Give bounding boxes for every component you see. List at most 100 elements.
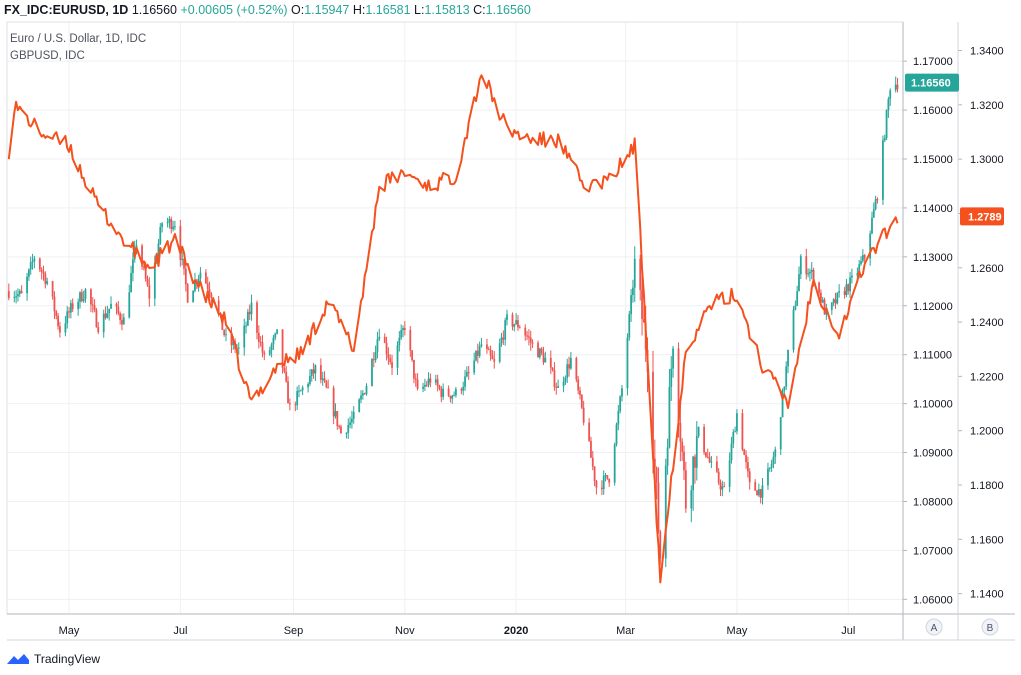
scale-button-a[interactable]: [925, 618, 943, 636]
eurusd-candle-body: [29, 262, 32, 270]
eurusd-candle-body: [705, 452, 707, 457]
eurusd-candle-body: [259, 341, 262, 343]
eurusd-candle-body: [679, 423, 682, 442]
eurusd-candle-body: [170, 219, 173, 230]
eurusd-candle-body: [338, 425, 341, 427]
eurusd-candle-body: [153, 262, 156, 299]
eurusd-candle-body: [232, 341, 235, 346]
time-tick-label: May: [727, 625, 748, 637]
eurusd-candle-body: [17, 293, 19, 297]
eurusd-candle-body: [591, 457, 594, 467]
eurusd-candle-body: [555, 386, 558, 388]
eurusd-candle-body: [287, 381, 289, 404]
left-tick-label: 1.10000: [913, 399, 953, 411]
left-price-axis[interactable]: 1.06000 1.07000 1.08000 1.09000 1.10000 1.110…: [903, 56, 953, 606]
eurusd-candle-body: [168, 219, 171, 223]
eurusd-candle-body: [51, 281, 54, 297]
eurusd-candle-body: [462, 386, 465, 391]
eurusd-candle-body: [183, 258, 185, 269]
eurusd-candle-body: [549, 357, 552, 368]
eurusd-candle-body: [659, 531, 662, 559]
eurusd-candle-body: [825, 309, 828, 315]
footer-brand[interactable]: TradingView: [6, 652, 100, 666]
eurusd-candle-body: [332, 387, 335, 417]
eurusd-candle-body: [467, 372, 470, 374]
last-value-labels: 1.16560 1.2789: [905, 73, 1004, 226]
eurusd-candle-body: [504, 320, 507, 340]
eurusd-candle-body: [810, 269, 813, 272]
time-tick-label: Jul: [841, 625, 855, 637]
eurusd-candle-body: [652, 371, 654, 459]
open-label: O:: [291, 3, 305, 17]
symbol-label[interactable]: FX_IDC:EURUSD, 1D: [4, 3, 129, 17]
eurusd-candle-body: [498, 343, 501, 362]
eurusd-candle-body: [874, 199, 877, 210]
left-tick-label: 1.16000: [913, 105, 953, 117]
eurusd-candle-body: [135, 245, 138, 248]
eurusd-candle-body: [860, 261, 862, 265]
eurusd-candle-body: [642, 319, 645, 323]
time-axis[interactable]: May Jul Sep Nov 2020 Mar May Jul: [7, 22, 1015, 641]
eurusd-candle-body: [365, 386, 368, 395]
eurusd-candle-body: [334, 411, 337, 417]
eurusd-candle-body: [161, 223, 164, 227]
open-value: 1.15947: [304, 3, 350, 17]
eurusd-candle-body: [746, 462, 749, 472]
eurusd-candle-body: [544, 357, 547, 363]
eurusd-candle-body: [849, 277, 851, 292]
close-value: 1.16560: [485, 3, 531, 17]
eurusd-candle-body: [340, 426, 342, 434]
eurusd-candle-body: [677, 348, 680, 424]
eurusd-candle-body: [767, 468, 769, 486]
eurusd-candle-body: [805, 256, 808, 275]
eurusd-candle-body: [184, 268, 187, 285]
eurusd-candle-body: [84, 289, 87, 299]
compare-series-legend[interactable]: GBPUSD, IDC: [10, 50, 85, 62]
eurusd-candle-body: [736, 413, 738, 432]
main-series-legend[interactable]: Euro / U.S. Dollar, 1D, IDC: [10, 33, 147, 45]
time-tick-label: Sep: [284, 625, 304, 637]
eurusd-candle-body: [557, 386, 560, 388]
eurusd-candle-body: [818, 282, 820, 293]
eurusd-candle-body: [53, 296, 56, 312]
eurusd-candle-body: [79, 292, 81, 302]
eurusd-candle-body: [480, 344, 483, 347]
eurusd-candle-body: [77, 301, 80, 310]
eurusd-candle-body: [517, 320, 519, 328]
eurusd-candle-body: [148, 285, 151, 299]
eurusd-candle-body: [872, 209, 875, 218]
eurusd-candle-body: [425, 384, 428, 386]
eurusd-candle-body: [513, 324, 516, 327]
eurusd-candle-body: [385, 342, 388, 355]
scale-button-label: A: [931, 623, 938, 634]
eurusd-candle-body: [836, 292, 839, 304]
eurusd-candle-body: [172, 226, 174, 230]
eurusd-candle-body: [132, 259, 134, 274]
left-tick-label: 1.12000: [913, 301, 953, 313]
eurusd-candle-body: [91, 304, 94, 306]
eurusd-candle-body: [294, 404, 297, 406]
eurusd-candle-body: [15, 296, 18, 298]
eurusd-candle-body: [26, 276, 28, 294]
eurusd-candle-body: [347, 425, 350, 433]
left-tick-label: 1.11000: [913, 350, 952, 362]
left-tick-label: 1.07000: [913, 545, 953, 557]
eurusd-candle-body: [398, 337, 401, 346]
chart-grid: [7, 22, 903, 614]
eurusd-candle-body: [245, 325, 247, 327]
eurusd-candle-body: [115, 303, 118, 307]
eurusd-candle-body: [440, 388, 443, 397]
eurusd-candle-body: [413, 359, 415, 379]
right-price-axis[interactable]: 1.1400 1.1600 1.1800 1.2000 1.2200 1.2400 1.26…: [958, 46, 1004, 601]
eurusd-candle-body: [812, 269, 815, 283]
time-tick-label: 2020: [504, 625, 528, 637]
eurusd-candle-body: [66, 311, 69, 324]
time-tick-label: Nov: [395, 625, 415, 637]
eurusd-candle-body: [896, 84, 899, 89]
eurusd-candle-body: [376, 339, 379, 352]
eurusd-candle-body: [564, 377, 567, 382]
eurusd-candle-body: [69, 303, 72, 313]
scale-button-b[interactable]: [981, 618, 999, 636]
